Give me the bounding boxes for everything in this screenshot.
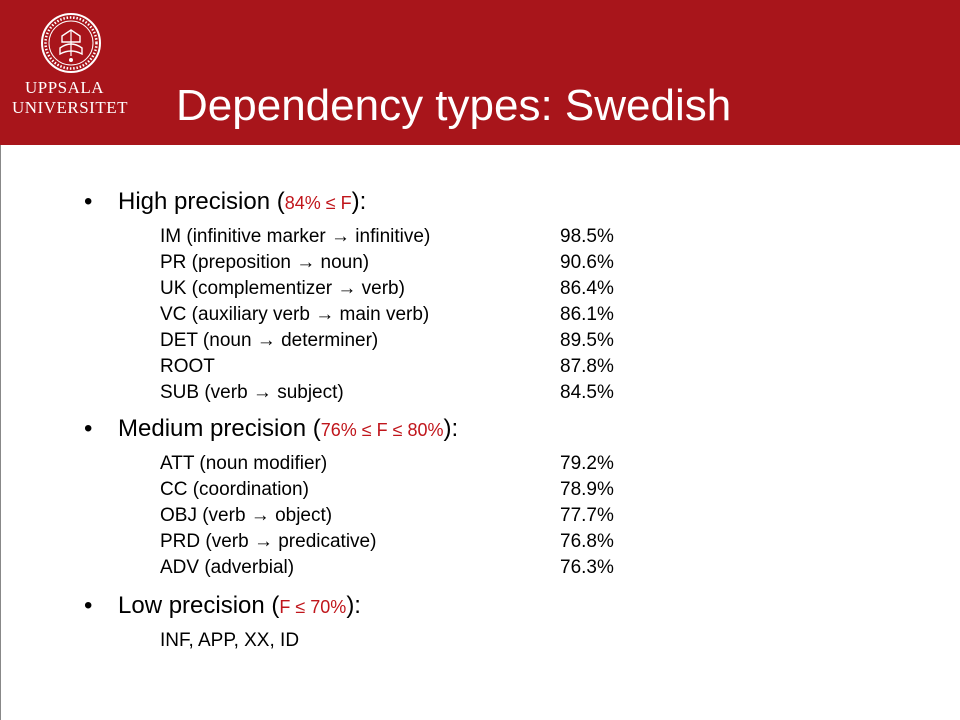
table-row: OBJ (verb → object) 77.7%: [160, 503, 614, 529]
precision-value: 78.9%: [560, 479, 614, 500]
bullet-dot: •: [84, 188, 93, 215]
precision-value: 89.5%: [560, 330, 614, 351]
table-row: PRD (verb → predicative) 76.8%: [160, 529, 614, 555]
slide-title: Dependency types: Swedish: [176, 81, 732, 130]
precision-value: 76.3%: [560, 557, 614, 578]
dependency-label: PR (preposition → noun): [160, 252, 370, 273]
threshold-text: 76% ≤ F ≤ 80%: [320, 420, 444, 440]
table-row: DET (noun → determiner) 89.5%: [160, 328, 614, 354]
table-row: INF, APP, XX, ID: [160, 628, 299, 654]
table-row: UK (complementizer → verb) 86.4%: [160, 276, 614, 302]
precision-value: 87.8%: [560, 356, 614, 377]
table-row: VC (auxiliary verb → main verb) 86.1%: [160, 302, 614, 328]
section-label: Low precision (: [118, 592, 280, 619]
university-logo: UPPSALA UNIVERSITET: [12, 12, 132, 127]
table-row: ATT (noun modifier) 79.2%: [160, 451, 614, 477]
section-heading: • Medium precision (76% ≤ F ≤ 80%):: [84, 415, 458, 443]
table-row: IM (infinitive marker → infinitive) 98.5%: [160, 224, 614, 250]
bullet-dot: •: [84, 415, 93, 442]
section-label-end: ):: [351, 188, 367, 215]
university-seal-icon: [41, 13, 101, 73]
table-row: SUB (verb → subject) 84.5%: [160, 380, 614, 406]
threshold-text: 84% ≤ F: [284, 193, 352, 213]
dependency-label: CC (coordination): [160, 479, 309, 500]
precision-table: INF, APP, XX, ID: [160, 628, 299, 654]
header-bar: UPPSALA UNIVERSITET Dependency types: Sw…: [0, 0, 960, 145]
precision-table: IM (infinitive marker → infinitive) 98.5%…: [160, 224, 614, 406]
section-label: High precision (: [118, 188, 285, 215]
precision-value: 76.8%: [560, 531, 614, 552]
precision-value: 86.1%: [560, 304, 614, 325]
section-heading: • Low precision (F ≤ 70%):: [84, 592, 361, 620]
logo-line-1: UPPSALA: [25, 78, 105, 97]
precision-value: 84.5%: [560, 382, 614, 403]
precision-value: 90.6%: [560, 252, 614, 273]
left-border: [0, 145, 1, 720]
threshold-text: F ≤ 70%: [279, 597, 347, 617]
precision-value: 98.5%: [560, 226, 614, 247]
dependency-label: DET (noun → determiner): [160, 330, 379, 351]
precision-table: ATT (noun modifier) 79.2% CC (coordination…: [160, 451, 614, 581]
precision-value: 77.7%: [560, 505, 614, 526]
dependency-label: VC (auxiliary verb → main verb): [160, 304, 430, 325]
dependency-label: ATT (noun modifier): [160, 453, 328, 474]
section-heading: • High precision (84% ≤ F):: [84, 188, 366, 216]
precision-value: 79.2%: [560, 453, 614, 474]
table-row: ADV (adverbial) 76.3%: [160, 555, 614, 581]
dependency-label: PRD (verb → predicative): [160, 531, 377, 552]
table-row: ROOT 87.8%: [160, 354, 614, 380]
logo-line-2: UNIVERSITET: [12, 98, 128, 117]
table-row: PR (preposition → noun) 90.6%: [160, 250, 614, 276]
section-label: Medium precision (: [118, 415, 321, 442]
dependency-label: SUB (verb → subject): [160, 382, 344, 403]
section-label-end: ):: [443, 415, 459, 442]
bullet-dot: •: [84, 592, 93, 619]
precision-value: 86.4%: [560, 278, 614, 299]
dependency-label: ROOT: [160, 356, 215, 377]
dependency-label: UK (complementizer → verb): [160, 278, 405, 299]
dependency-label: ADV (adverbial): [160, 557, 295, 578]
table-row: CC (coordination) 78.9%: [160, 477, 614, 503]
dependency-label: INF, APP, XX, ID: [160, 630, 300, 651]
dependency-label: OBJ (verb → object): [160, 505, 333, 526]
dependency-label: IM (infinitive marker → infinitive): [160, 226, 431, 247]
section-label-end: ):: [346, 592, 361, 619]
